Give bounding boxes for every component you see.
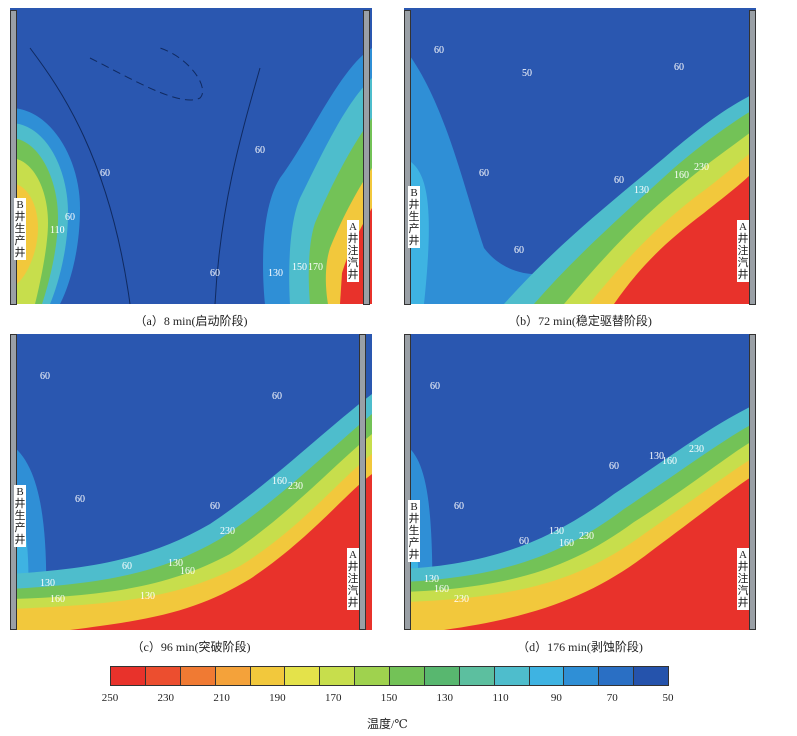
contour-label: 230: [220, 526, 235, 537]
contour-label: 230: [579, 531, 594, 542]
contour-label: 50: [522, 68, 532, 79]
legend-tick-label: 190: [269, 692, 286, 704]
contour-label: 110: [50, 225, 65, 236]
panel-c: 60 60 60 60 60 130 160 130 160 230 130 1…: [10, 334, 372, 630]
contour-label: 60: [479, 168, 489, 179]
contour-label: 160: [272, 476, 287, 487]
contour-label: 60: [210, 268, 220, 279]
contour-label: 130: [168, 558, 183, 569]
well-label-b: B井生产井: [14, 198, 26, 260]
contour-label: 60: [255, 145, 265, 156]
legend-tick-label: 50: [662, 692, 674, 704]
contour-label: 130: [424, 574, 439, 585]
contour-label: 60: [614, 175, 624, 186]
legend-swatch: [493, 666, 530, 686]
contour-label: 230: [288, 481, 303, 492]
contour-label: 60: [272, 391, 282, 402]
contour-label: 60: [40, 371, 50, 382]
contour-label: 60: [100, 168, 110, 179]
panel-d: 60 60 60 60 130 160 230 130 160 230 130 …: [404, 334, 756, 630]
legend-swatch: [144, 666, 181, 686]
right-well-c: [359, 334, 366, 630]
right-well-b: [749, 10, 756, 305]
contour-label: 230: [454, 594, 469, 605]
contour-label: 160: [434, 584, 449, 595]
contour-label: 230: [689, 444, 704, 455]
contour-label: 60: [454, 501, 464, 512]
legend-tick-label: 130: [436, 692, 454, 704]
contour-label: 60: [122, 561, 132, 572]
legend-swatch: [179, 666, 216, 686]
legend-swatch: [528, 666, 565, 686]
legend-swatch: [249, 666, 286, 686]
legend-swatch: [423, 666, 460, 686]
contour-label: 130: [40, 578, 55, 589]
legend-swatch: [598, 666, 635, 686]
legend-swatch: [563, 666, 600, 686]
contour-label: 160: [674, 170, 689, 181]
panel-a: 60 60 60 60 110 130 150 170: [10, 8, 372, 304]
contour-label: 130: [140, 591, 155, 602]
contour-label: 60: [434, 45, 444, 56]
contour-label: 130: [549, 526, 564, 537]
contour-label: 150: [292, 262, 307, 273]
legend-tick-label: 150: [380, 692, 398, 704]
well-label-b2: B井生产井: [408, 186, 420, 248]
legend-swatch: [214, 666, 251, 686]
well-label-a3: A井注汽井: [347, 548, 359, 610]
contour-label: 60: [609, 461, 619, 472]
well-label-a: A井注汽井: [347, 220, 359, 282]
left-well-d: [404, 334, 411, 630]
legend-tick-label: 110: [492, 692, 509, 704]
contour-label: 170: [308, 262, 323, 273]
contour-label: 130: [634, 185, 649, 196]
contour-label: 130: [268, 268, 283, 279]
contour-label: 60: [75, 494, 85, 505]
contour-label: 160: [559, 538, 574, 549]
contour-label: 160: [180, 566, 195, 577]
legend-swatch: [284, 666, 321, 686]
left-well-c: [10, 334, 17, 630]
right-well-d: [749, 334, 756, 630]
legend-tick-label: 170: [324, 692, 342, 704]
left-well-b: [404, 10, 411, 305]
legend-swatch: [319, 666, 356, 686]
legend-tick-label: 250: [101, 692, 119, 704]
caption-b: （b）72 min(稳定驱替阶段): [508, 314, 652, 328]
right-well-a: [363, 10, 370, 305]
legend-tick-label: 210: [213, 692, 230, 704]
legend-swatch: [458, 666, 495, 686]
legend-swatch: [110, 666, 146, 686]
well-label-b4: B井生产井: [408, 500, 420, 562]
caption-c: （c）96 min(突破阶段): [131, 640, 251, 654]
legend-swatch: [633, 666, 669, 686]
legend-tick-label: 70: [606, 692, 618, 704]
contour-label: 60: [519, 536, 529, 547]
contour-label: 230: [694, 162, 709, 173]
left-well-a: [10, 10, 17, 305]
well-label-a4: A井注汽井: [737, 548, 749, 610]
contour-label: 60: [430, 381, 440, 392]
contour-label: 60: [65, 212, 75, 223]
legend-tick-label: 90: [550, 692, 562, 704]
contour-label: 160: [662, 456, 677, 467]
panel-b: 60 50 60 60 60 60 130 160 230: [404, 8, 756, 304]
caption-a: （a）8 min(启动阶段): [134, 314, 248, 328]
legend-swatch: [354, 666, 390, 686]
contour-label: 160: [50, 594, 65, 605]
contour-label: 60: [674, 62, 684, 73]
well-label-b3: B井生产井: [14, 485, 26, 547]
contour-label: 60: [514, 245, 524, 256]
well-label-a2: A井注汽井: [737, 220, 749, 282]
legend-swatch: [389, 666, 425, 686]
color-legend: 250 230 210 190 170 150 130 110 90 70 50: [102, 666, 674, 726]
caption-d: （d）176 min(剥蚀阶段): [517, 640, 643, 654]
contour-label: 130: [649, 451, 664, 462]
legend-title: 温度/℃: [367, 717, 408, 731]
contour-label: 60: [210, 501, 220, 512]
legend-tick-label: 230: [157, 692, 175, 704]
